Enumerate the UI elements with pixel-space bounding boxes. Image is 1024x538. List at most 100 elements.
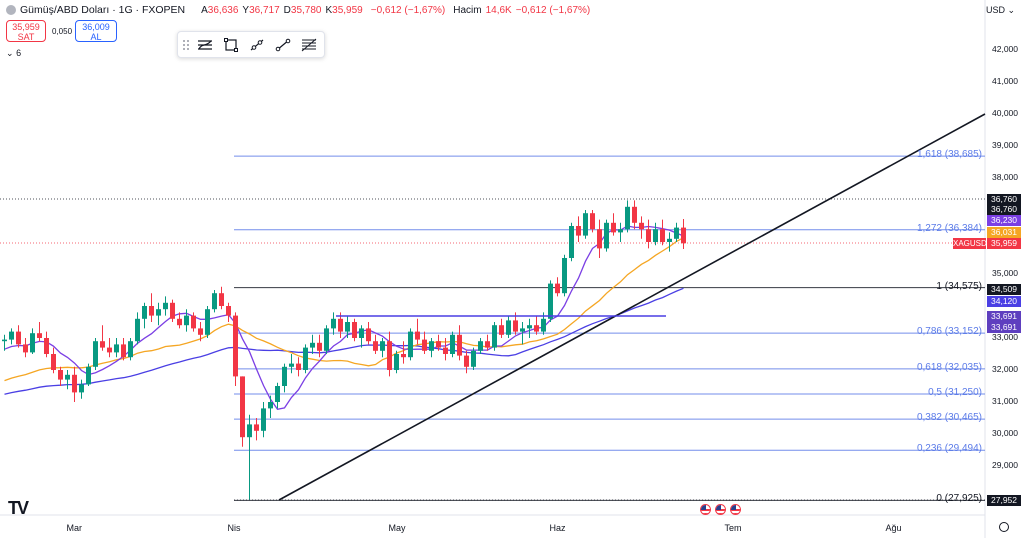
candle-body[interactable] xyxy=(520,328,525,332)
candle-body[interactable] xyxy=(93,341,98,367)
candle-body[interactable] xyxy=(674,227,679,239)
buy-button[interactable]: 36,009 AL xyxy=(75,20,117,42)
candle-body[interactable] xyxy=(289,363,294,367)
us-flag-icon[interactable] xyxy=(715,504,726,515)
candle-body[interactable] xyxy=(86,366,91,385)
candle-body[interactable] xyxy=(380,341,385,351)
candle-body[interactable] xyxy=(37,333,42,338)
candle-body[interactable] xyxy=(226,306,231,316)
candle-body[interactable] xyxy=(268,402,273,409)
candle-body[interactable] xyxy=(16,331,21,345)
candle-body[interactable] xyxy=(478,341,483,351)
candle-body[interactable] xyxy=(198,328,203,335)
gear-icon[interactable] xyxy=(999,522,1009,532)
candle-body[interactable] xyxy=(2,339,7,342)
candle-body[interactable] xyxy=(646,229,651,242)
candle-body[interactable] xyxy=(100,341,105,348)
candle-body[interactable] xyxy=(128,341,133,358)
candle-body[interactable] xyxy=(72,374,77,393)
currency-selector[interactable]: USD ⌄ xyxy=(986,5,1015,16)
candle-body[interactable] xyxy=(562,258,567,294)
candle-body[interactable] xyxy=(58,370,63,380)
horizontal-line-tool-icon[interactable] xyxy=(194,36,216,54)
candle-body[interactable] xyxy=(156,309,161,316)
candle-body[interactable] xyxy=(590,213,595,230)
us-flag-icon[interactable] xyxy=(730,504,741,515)
candle-body[interactable] xyxy=(464,355,469,367)
tradingview-logo-icon[interactable]: TV xyxy=(8,498,29,518)
sell-button[interactable]: 35,959 SAT xyxy=(6,20,46,42)
candle-body[interactable] xyxy=(44,338,49,354)
candle-body[interactable] xyxy=(450,334,455,354)
candle-body[interactable] xyxy=(30,333,35,353)
candle-body[interactable] xyxy=(387,341,392,370)
candle-body[interactable] xyxy=(359,328,364,338)
candle-body[interactable] xyxy=(422,339,427,351)
candle-body[interactable] xyxy=(394,354,399,370)
candle-body[interactable] xyxy=(331,318,336,329)
candle-body[interactable] xyxy=(345,322,350,332)
candle-body[interactable] xyxy=(625,206,630,230)
candle-body[interactable] xyxy=(548,283,553,319)
candle-body[interactable] xyxy=(135,318,140,342)
candle-body[interactable] xyxy=(107,347,112,353)
candle-body[interactable] xyxy=(303,347,308,370)
candle-body[interactable] xyxy=(9,331,14,340)
candle-body[interactable] xyxy=(352,322,357,338)
candle-body[interactable] xyxy=(121,344,126,358)
candle-body[interactable] xyxy=(527,325,532,329)
candle-body[interactable] xyxy=(261,408,266,431)
candle-body[interactable] xyxy=(170,302,175,319)
candle-body[interactable] xyxy=(555,283,560,294)
candle-body[interactable] xyxy=(569,226,574,258)
candle-body[interactable] xyxy=(611,222,616,233)
candle-body[interactable] xyxy=(457,334,462,356)
drawing-toolbar[interactable] xyxy=(177,31,325,58)
us-flag-icon[interactable] xyxy=(700,504,711,515)
candle-body[interactable] xyxy=(373,341,378,351)
candle-body[interactable] xyxy=(618,229,623,233)
candle-body[interactable] xyxy=(282,366,287,386)
symbol-title[interactable]: Gümüş/ABD Doları · 1G · FXOPEN xyxy=(20,4,186,16)
candle-body[interactable] xyxy=(310,342,315,348)
candle-body[interactable] xyxy=(240,376,245,438)
ma-mid-line[interactable] xyxy=(4,237,684,382)
candle-body[interactable] xyxy=(534,325,539,332)
candle-body[interactable] xyxy=(429,341,434,351)
candle-body[interactable] xyxy=(443,347,448,354)
trend-line-tool-icon[interactable] xyxy=(246,36,268,54)
candle-body[interactable] xyxy=(142,306,147,319)
candle-body[interactable] xyxy=(184,315,189,326)
candle-body[interactable] xyxy=(513,320,518,332)
candle-body[interactable] xyxy=(667,238,672,242)
candle-body[interactable] xyxy=(114,344,119,353)
indicators-toggle[interactable]: ⌄ 6 xyxy=(6,48,21,59)
candle-body[interactable] xyxy=(254,424,259,431)
candle-body[interactable] xyxy=(660,229,665,242)
ray-tool-icon[interactable] xyxy=(272,36,294,54)
candle-body[interactable] xyxy=(401,354,406,358)
candle-body[interactable] xyxy=(485,341,490,348)
candle-body[interactable] xyxy=(338,318,343,332)
candle-body[interactable] xyxy=(51,354,56,370)
candle-body[interactable] xyxy=(681,227,686,244)
rectangle-tool-icon[interactable] xyxy=(220,36,242,54)
candle-body[interactable] xyxy=(408,331,413,358)
candle-body[interactable] xyxy=(632,206,637,223)
candle-body[interactable] xyxy=(541,318,546,332)
candle-body[interactable] xyxy=(233,315,238,377)
candle-body[interactable] xyxy=(506,320,511,335)
candle-body[interactable] xyxy=(296,363,301,370)
candle-body[interactable] xyxy=(492,325,497,348)
candle-body[interactable] xyxy=(604,222,609,249)
candle-body[interactable] xyxy=(149,306,154,316)
trend-line-drawing[interactable] xyxy=(278,113,986,501)
candle-body[interactable] xyxy=(471,350,476,367)
candle-body[interactable] xyxy=(212,293,217,310)
candle-body[interactable] xyxy=(247,424,252,438)
candle-body[interactable] xyxy=(23,344,28,353)
candle-body[interactable] xyxy=(415,331,420,340)
candle-body[interactable] xyxy=(583,213,588,236)
candle-body[interactable] xyxy=(219,293,224,306)
